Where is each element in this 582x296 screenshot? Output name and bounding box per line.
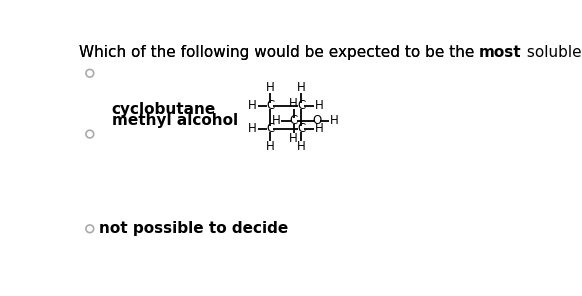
Text: H: H (248, 99, 257, 112)
Text: H: H (248, 122, 257, 135)
Text: C: C (297, 122, 306, 135)
Text: H: H (315, 99, 324, 112)
Text: C: C (266, 122, 275, 135)
Text: Which of the following would be expected to be the: Which of the following would be expected… (79, 45, 479, 60)
Text: C: C (297, 99, 306, 112)
Text: most: most (479, 45, 522, 60)
Text: cyclobutane: cyclobutane (112, 102, 216, 117)
Text: H: H (297, 81, 306, 94)
Text: C: C (266, 99, 275, 112)
Text: not possible to decide: not possible to decide (99, 221, 288, 236)
Text: Which of the following would be expected to be the: Which of the following would be expected… (79, 45, 479, 60)
Text: H: H (266, 81, 275, 94)
Text: H: H (331, 115, 339, 128)
Text: soluble in water?: soluble in water? (522, 45, 582, 60)
Text: H: H (289, 97, 298, 110)
Text: H: H (266, 140, 275, 153)
Text: O: O (313, 115, 321, 128)
Text: C: C (289, 115, 298, 128)
Text: H: H (297, 140, 306, 153)
Text: methyl alcohol: methyl alcohol (112, 113, 237, 128)
Text: H: H (289, 132, 298, 145)
Text: H: H (315, 122, 324, 135)
Text: H: H (271, 115, 280, 128)
